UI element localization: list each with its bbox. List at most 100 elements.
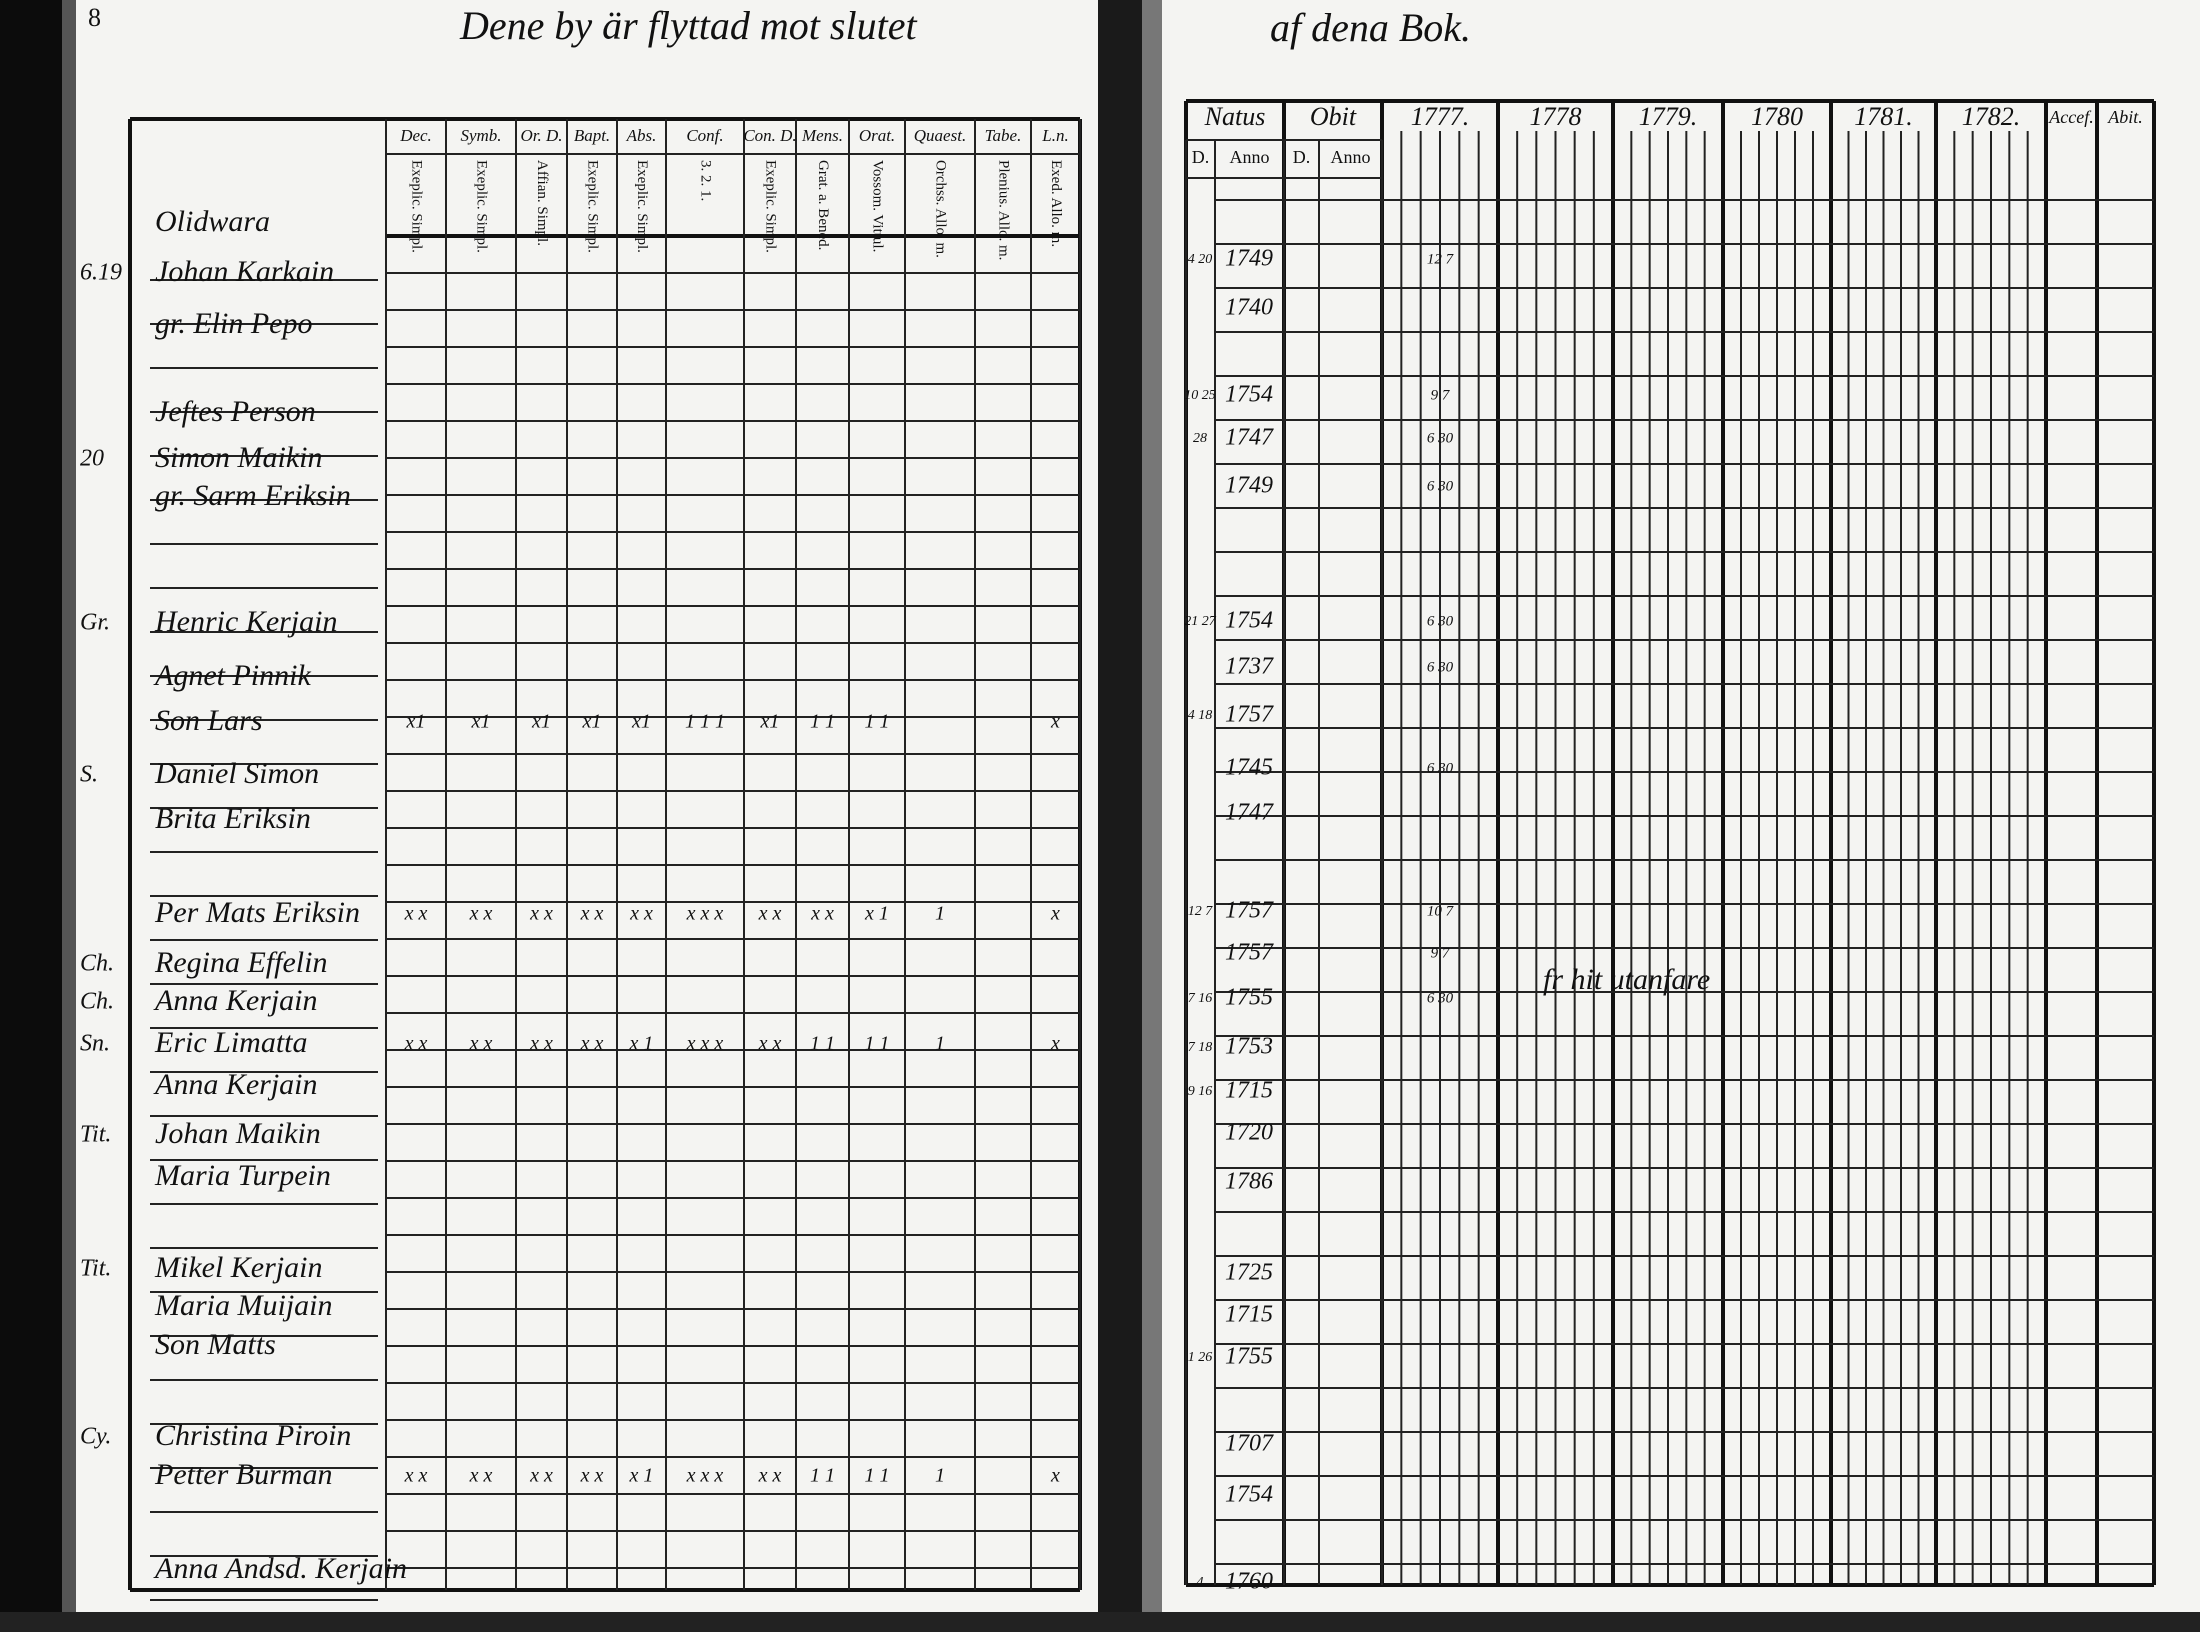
mark: x x — [529, 903, 553, 925]
column-label: Obit — [1310, 102, 1357, 131]
birth-year: 1715 — [1225, 1302, 1273, 1328]
column-label: Conf. — [686, 126, 723, 145]
person-name: Olidwara — [155, 205, 270, 238]
birth-day: 4 18 — [1188, 708, 1213, 723]
person-name: Maria Turpein — [154, 1159, 331, 1192]
person-name: Son Matts — [155, 1328, 276, 1361]
column-sublabel: 3. 2. 1. — [698, 160, 714, 201]
margin-note: 6.19 — [80, 260, 122, 286]
birth-year: 1754 — [1225, 1482, 1273, 1508]
mark: 1 — [935, 1465, 945, 1487]
mark: 1 — [935, 1033, 945, 1055]
person-name: Son Lars — [155, 704, 263, 737]
column-sublabel: Anno — [1331, 147, 1371, 167]
birth-year: 1745 — [1225, 755, 1273, 781]
margin-note: Gr. — [80, 610, 110, 636]
year-note: 6 30 — [1427, 613, 1454, 629]
column-label: Quaest. — [914, 126, 966, 145]
column-label: Accef. — [2048, 107, 2093, 127]
birth-day: 1 26 — [1188, 1350, 1213, 1365]
column-label: Orat. — [859, 126, 895, 145]
mark: x1 — [471, 711, 491, 733]
birth-year: 1747 — [1225, 800, 1274, 826]
column-sublabel: Vossom. Vittul. — [870, 160, 886, 252]
birth-day: 9 16 — [1188, 1084, 1213, 1099]
mark: 1 1 1 — [685, 711, 725, 733]
column-sublabel: D. — [1293, 147, 1311, 167]
mark: x x — [404, 903, 428, 925]
person-name: Eric Limatta — [154, 1026, 308, 1059]
year-note: 9 7 — [1431, 387, 1451, 403]
year-note: 10 7 — [1427, 903, 1455, 919]
birth-year: 1755 — [1225, 1344, 1273, 1370]
mark: 1 1 — [865, 1033, 890, 1055]
birth-year: 1707 — [1225, 1431, 1274, 1457]
column-label: 1780 — [1751, 102, 1803, 131]
column-label: Tabe. — [985, 126, 1022, 145]
column-sublabel: Exed. Allo. m. — [1048, 160, 1064, 247]
column-label: Con. D. — [743, 126, 796, 145]
person-name: Petter Burman — [154, 1458, 332, 1491]
mark: x1 — [582, 711, 602, 733]
margin-note: Tit. — [80, 1256, 111, 1282]
margin-note: Ch. — [80, 989, 114, 1015]
mark: x x — [810, 903, 834, 925]
mark: x x — [758, 1465, 782, 1487]
mark: x x — [469, 1465, 493, 1487]
column-label: Mens. — [801, 126, 843, 145]
birth-year: 1757 — [1225, 702, 1274, 728]
mark: x x — [469, 1033, 493, 1055]
column-label: Abit. — [2107, 107, 2143, 127]
left-table: Dec. Exeplic. Simpl. Symb. Exeplic. Simpl. O… — [80, 117, 1082, 1601]
mark: x — [1050, 1033, 1060, 1055]
mark: 1 1 — [810, 711, 835, 733]
column-sublabel: Anno — [1230, 147, 1270, 167]
birth-year: 1786 — [1225, 1169, 1273, 1195]
bottom-edge — [0, 1612, 2200, 1632]
year-note: 6 30 — [1427, 990, 1454, 1006]
mark: 1 1 — [810, 1033, 835, 1055]
birth-year: 1737 — [1225, 654, 1274, 680]
birth-year: 1725 — [1225, 1260, 1273, 1286]
year-note: 6 30 — [1427, 659, 1454, 675]
mark: 1 1 — [810, 1465, 835, 1487]
birth-day: 12 7 — [1188, 904, 1214, 919]
column-sublabel: Orchss. Allo. m. — [933, 160, 949, 258]
person-name: Simon Maikin — [155, 441, 322, 474]
year-note: 6 30 — [1427, 430, 1454, 446]
right-table: Natus Obit 1777. 1778 1779. 1780 1781. 1782. Acc… — [1184, 99, 2156, 1595]
person-name: gr. Sarm Eriksin — [155, 479, 351, 512]
birth-year: 1755 — [1225, 985, 1273, 1011]
mark: x x x — [686, 1033, 724, 1055]
column-label: 1782. — [1962, 102, 2021, 131]
column-label: 1778 — [1530, 102, 1582, 131]
mark: 1 1 — [865, 711, 890, 733]
column-sublabel: Exeplic. Simpl. — [474, 160, 490, 253]
birth-day: 10 25 — [1184, 388, 1216, 403]
mark: x1 — [531, 711, 551, 733]
person-name: Johan Karkain — [155, 255, 334, 288]
person-name: Henric Kerjain — [154, 605, 337, 638]
margin-note: 20 — [80, 446, 104, 472]
binding-shadow — [62, 0, 76, 1632]
year-note: 9 7 — [1431, 945, 1451, 961]
column-label: Bapt. — [574, 126, 610, 145]
person-name: Jeftes Person — [155, 395, 316, 428]
person-name: Per Mats Eriksin — [154, 896, 360, 929]
column-sublabel: Affian. Simpl. — [534, 160, 550, 246]
mark: x x — [758, 1033, 782, 1055]
column-sublabel: D. — [1192, 147, 1210, 167]
year-note: 6 30 — [1427, 760, 1454, 776]
column-label: Natus — [1204, 102, 1266, 131]
column-sublabel: Grat. a. Bened. — [815, 160, 831, 250]
birth-year: 1753 — [1225, 1034, 1273, 1060]
mark: x x — [580, 1465, 604, 1487]
column-label: 1777. — [1411, 102, 1470, 131]
person-name: Christina Piroin — [155, 1419, 351, 1452]
birth-year: 1760 — [1225, 1569, 1273, 1595]
birth-year: 1715 — [1225, 1078, 1273, 1104]
person-name: Daniel Simon — [154, 757, 319, 790]
mark: x x — [529, 1465, 553, 1487]
column-label: Or. D. — [520, 126, 562, 145]
